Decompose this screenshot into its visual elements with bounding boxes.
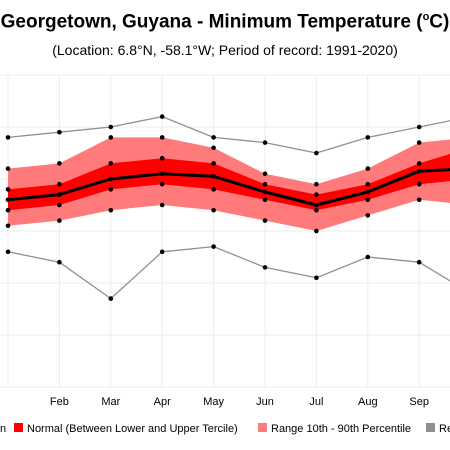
point-90th-percentile-may	[211, 145, 216, 151]
point-90th-percentile-apr	[159, 135, 165, 140]
point-mean-apr	[159, 171, 165, 177]
point-upper-tercile-feb	[57, 181, 62, 187]
point-record-range-max-apr	[159, 114, 165, 119]
point-mean-aug	[365, 189, 371, 195]
point-record-range-max-sep	[416, 124, 422, 130]
month-label-jul: Jul	[309, 396, 323, 408]
point-10th-percentile-apr	[159, 202, 165, 208]
point-10th-percentile-may	[211, 207, 216, 213]
point-lower-tercile-may	[211, 187, 216, 192]
legend-label-re: Re	[439, 423, 450, 435]
point-90th-percentile-mar	[108, 135, 114, 140]
point-10th-percentile-mar	[108, 207, 114, 213]
point-10th-percentile-jul	[314, 228, 319, 234]
point-upper-tercile-apr	[159, 155, 165, 161]
point-lower-tercile-sep	[416, 181, 422, 187]
point-record-range-max-jun	[262, 140, 268, 145]
point-record-range-max-jul	[314, 150, 319, 156]
point-upper-tercile-jul	[314, 192, 319, 197]
point-record-range-max-aug	[365, 135, 371, 140]
point-lower-tercile-jan	[5, 207, 11, 213]
point-record-range-min-feb	[57, 259, 62, 265]
month-label-sep: Sep	[409, 396, 429, 408]
legend-swatch-re	[426, 423, 435, 432]
point-upper-tercile-mar	[108, 161, 114, 166]
series-lines	[7, 115, 450, 300]
point-upper-tercile-sep	[416, 161, 422, 166]
point-10th-percentile-jan	[5, 223, 11, 229]
legend-swatch-range-10th-90th-percentile	[258, 423, 267, 432]
point-10th-percentile-feb	[57, 218, 62, 223]
point-record-range-min-jun	[262, 265, 268, 270]
point-record-range-min-sep	[416, 259, 422, 265]
point-record-range-min-jan	[5, 249, 11, 255]
point-upper-tercile-aug	[365, 181, 371, 187]
point-record-range-max-feb	[57, 129, 62, 135]
point-lower-tercile-feb	[57, 202, 62, 208]
point-record-range-max-may	[211, 135, 216, 140]
record-max-line	[7, 115, 450, 154]
data-points	[5, 114, 422, 301]
month-label-aug: Aug	[358, 396, 378, 408]
point-90th-percentile-jun	[262, 171, 268, 177]
legend-swatch-normal-between-lower-and-upper-tercile	[14, 423, 23, 432]
point-90th-percentile-aug	[365, 166, 371, 171]
point-record-range-min-jul	[314, 275, 319, 281]
point-upper-tercile-may	[211, 161, 216, 166]
point-upper-tercile-jun	[262, 181, 268, 187]
point-record-range-min-mar	[108, 296, 114, 301]
legend-label-normal-between-lower-and-upper-tercile: Normal (Between Lower and Upper Tercile)	[27, 423, 238, 435]
point-record-range-max-mar	[108, 124, 114, 130]
point-mean-jul	[314, 202, 319, 208]
point-10th-percentile-jun	[262, 218, 268, 223]
point-lower-tercile-apr	[159, 181, 165, 187]
point-lower-tercile-mar	[108, 187, 114, 192]
month-label-jun: Jun	[256, 396, 274, 408]
point-90th-percentile-jan	[5, 166, 11, 171]
point-lower-tercile-aug	[365, 197, 371, 203]
chart-subtitle: (Location: 6.8°N, -58.1°W; Period of rec…	[52, 42, 398, 58]
point-mean-sep	[416, 168, 422, 174]
legend-label-n: n	[0, 423, 6, 435]
point-90th-percentile-feb	[57, 161, 62, 166]
month-label-may: May	[203, 396, 224, 408]
point-mean-may	[211, 174, 216, 179]
point-record-range-min-may	[211, 244, 216, 249]
chart-title: Georgetown, Guyana - Minimum Temperature…	[0, 11, 450, 33]
point-10th-percentile-aug	[365, 213, 371, 218]
legend-label-range-10th-90th-percentile: Range 10th - 90th Percentile	[271, 423, 411, 435]
mean-line	[7, 168, 450, 207]
point-record-range-max-jan	[5, 135, 11, 140]
point-mean-jan	[5, 197, 11, 203]
month-label-feb: Feb	[50, 396, 69, 408]
point-mean-mar	[108, 176, 114, 182]
point-90th-percentile-jul	[314, 181, 319, 187]
record-min-line	[7, 245, 450, 300]
point-90th-percentile-sep	[416, 140, 422, 145]
point-record-range-min-apr	[159, 249, 165, 255]
point-upper-tercile-jan	[5, 187, 11, 192]
point-lower-tercile-jun	[262, 197, 268, 203]
month-label-apr: Apr	[154, 396, 171, 408]
month-label-mar: Mar	[101, 396, 120, 408]
legend: n Normal (Between Lower and Upper Tercile…	[0, 423, 450, 435]
month-axis-labels: FebMarAprMayJunJulAugSepOct	[50, 396, 429, 408]
point-mean-feb	[57, 192, 62, 197]
point-lower-tercile-jul	[314, 207, 319, 213]
point-10th-percentile-sep	[416, 197, 422, 203]
point-mean-jun	[262, 189, 268, 195]
point-record-range-min-aug	[365, 254, 371, 260]
